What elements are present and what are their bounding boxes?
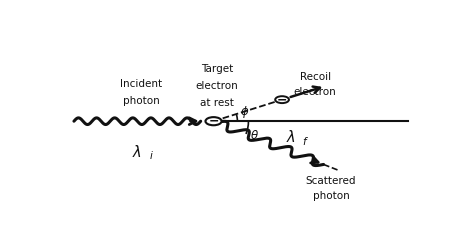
Text: λ: λ [133,145,142,160]
Text: −: − [277,93,287,106]
Text: ϕ: ϕ [241,105,249,118]
Text: electron: electron [294,87,337,97]
Text: Scattered: Scattered [306,176,356,186]
Text: electron: electron [196,81,238,91]
Text: Target: Target [201,65,233,74]
Text: θ: θ [250,129,257,142]
Text: Incident: Incident [120,79,162,89]
Text: photon: photon [312,191,349,201]
Text: −: − [208,115,219,128]
Text: photon: photon [123,96,159,106]
Circle shape [275,96,289,103]
Text: Recoil: Recoil [300,72,331,83]
Text: at rest: at rest [201,98,234,108]
Text: f: f [302,137,306,147]
Circle shape [205,117,222,125]
Text: λ: λ [286,130,295,145]
Text: i: i [149,151,152,161]
